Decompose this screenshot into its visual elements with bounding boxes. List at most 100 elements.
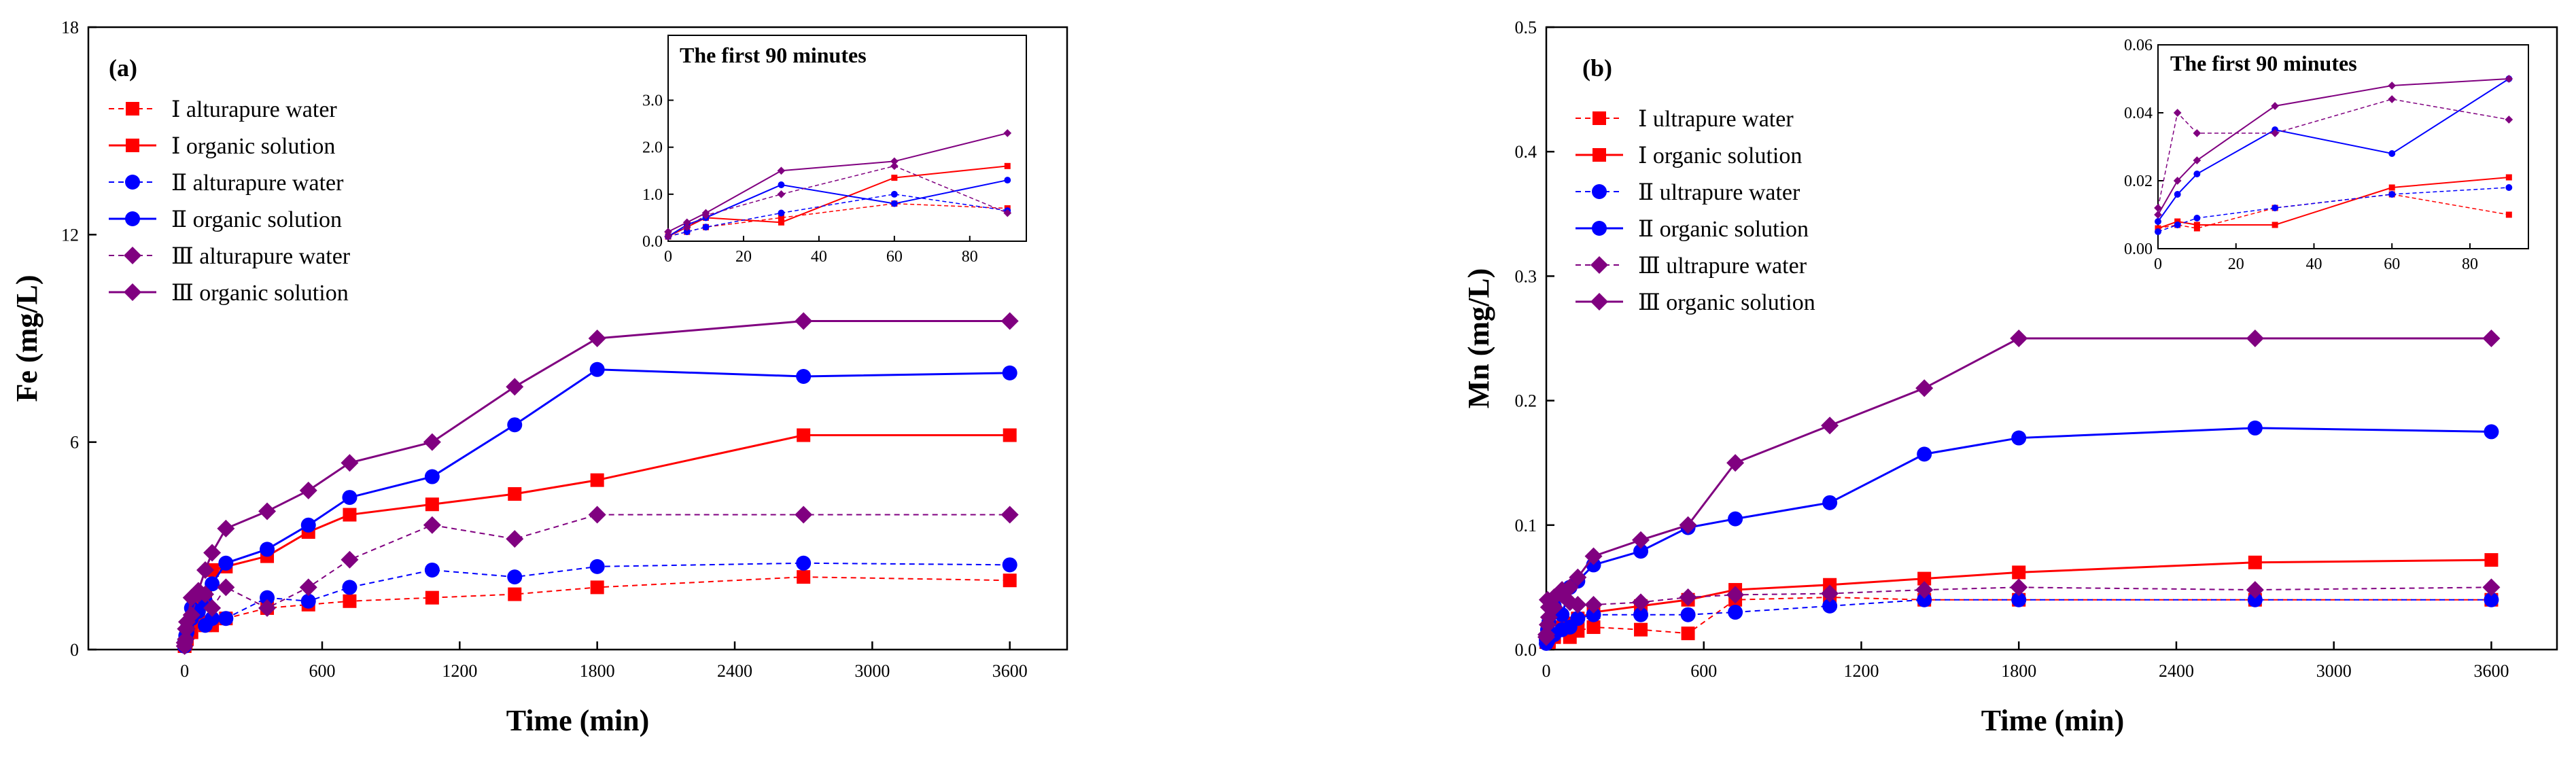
inset-series-line [2157, 78, 2509, 215]
legend-label: Ⅲ alturapure water [171, 244, 351, 269]
series-line [1546, 599, 2492, 644]
data-point [796, 368, 812, 384]
inset-data-point [2193, 129, 2201, 137]
inset-series-5 [2154, 75, 2513, 219]
data-point [1917, 592, 1932, 607]
inset-data-point [2505, 75, 2513, 83]
inset-data-point [778, 181, 785, 188]
inset-data-point [2154, 211, 2162, 219]
data-point [1681, 626, 1695, 641]
inset-series-line [667, 165, 1008, 237]
inset-x-tick-label: 20 [735, 248, 752, 266]
inset-y-tick-label: 3.0 [642, 92, 663, 110]
y-tick-label: 0 [70, 640, 79, 660]
inset-series-line [667, 202, 1008, 237]
data-point [797, 428, 811, 442]
y-tick-label: 0.5 [1515, 18, 1537, 37]
data-point [1002, 557, 1017, 573]
data-point [217, 519, 235, 537]
series-5 [1537, 330, 2501, 646]
inset-data-point [890, 200, 898, 207]
inset-data-point [2272, 222, 2278, 228]
data-point [1915, 581, 1934, 599]
data-point [203, 599, 222, 617]
legend-label: Ⅰ ultrapure water [1638, 107, 1794, 132]
inset-chart: The first 90 minutes 0.0 1.0 2.0 3.0 0 20 40 60 8… [642, 35, 1027, 266]
x-tick-label: 0 [1542, 661, 1551, 681]
data-point [175, 633, 194, 652]
x-tick-label: 2400 [717, 661, 752, 681]
data-point [2011, 430, 2027, 446]
inset-data-point [2174, 191, 2181, 198]
data-point [1570, 611, 1586, 626]
data-point [1586, 607, 1601, 622]
data-point [2246, 581, 2264, 599]
inset-data-point [777, 166, 786, 175]
data-point [299, 481, 317, 499]
x-tick-label: 600 [309, 661, 335, 681]
y-axis-title: Fe (mg/L) [10, 275, 43, 402]
x-axis-title: Time (min) [1981, 704, 2125, 737]
inset-data-point [683, 228, 691, 236]
inset-y-tick-label: 0.0 [642, 233, 663, 251]
data-point [424, 562, 440, 578]
data-point [588, 330, 606, 347]
data-point [260, 590, 275, 605]
inset-data-point [890, 190, 898, 198]
inset-x-tick-label: 60 [886, 248, 903, 266]
data-point [425, 590, 439, 605]
legend-label: Ⅱ organic solution [171, 207, 342, 232]
inset-data-point [2388, 95, 2397, 103]
data-point [343, 508, 357, 522]
panel-b: 0.00.10.20.30.40.50 600 1200 1800 2400 3000 36… [1462, 18, 2558, 737]
inset-data-point [1003, 129, 1012, 137]
data-point [299, 578, 317, 597]
data-point [506, 378, 524, 396]
data-point [2010, 578, 2028, 597]
legend-marker [125, 211, 140, 226]
data-point [2012, 565, 2026, 580]
inset-data-point [2174, 222, 2181, 228]
inset-data-point [702, 224, 710, 231]
data-point [218, 611, 234, 626]
x-tick-label: 3000 [2316, 661, 2352, 681]
data-point [1633, 607, 1649, 622]
data-point [2247, 592, 2263, 607]
inset-y-tick-label: 0.06 [2124, 37, 2153, 54]
inset-data-point [2388, 184, 2395, 191]
x-tick-label: 1800 [580, 661, 615, 681]
data-point [1632, 593, 1650, 612]
legend-marker [124, 283, 141, 301]
legend-label: Ⅲ organic solution [1638, 290, 1815, 315]
data-point [1586, 620, 1601, 635]
legend-entry: Ⅱ organic solution [1576, 217, 1809, 242]
data-point [1917, 571, 1932, 586]
data-point [300, 517, 316, 533]
data-point [1821, 417, 1839, 435]
data-point [590, 473, 604, 487]
series-4 [1537, 578, 2501, 644]
inset-data-point [2388, 150, 2396, 157]
data-point [1633, 544, 1649, 559]
inset-title: The first 90 minutes [680, 43, 867, 67]
data-point [1632, 531, 1650, 549]
inset-x-tick-label: 40 [2305, 255, 2322, 273]
data-point [2010, 330, 2028, 347]
legend-label: Ⅰ alturapure water [171, 97, 337, 122]
y-tick-label: 12 [61, 225, 79, 245]
legend-entry: Ⅰ organic solution [109, 134, 335, 159]
inset-y-tick-label: 0.00 [2124, 241, 2153, 258]
data-point [795, 506, 813, 524]
data-point [1003, 573, 1017, 588]
inset-data-point [778, 209, 785, 217]
x-tick-label: 1200 [1843, 661, 1879, 681]
inset-data-point [2193, 156, 2201, 164]
inset-data-point [2155, 228, 2161, 235]
inset-series-line [2157, 99, 2509, 209]
data-point [196, 561, 214, 579]
series-2 [177, 555, 1017, 654]
data-point [506, 530, 524, 548]
data-point [797, 570, 811, 584]
legend-entry: Ⅲ alturapure water [109, 244, 351, 269]
